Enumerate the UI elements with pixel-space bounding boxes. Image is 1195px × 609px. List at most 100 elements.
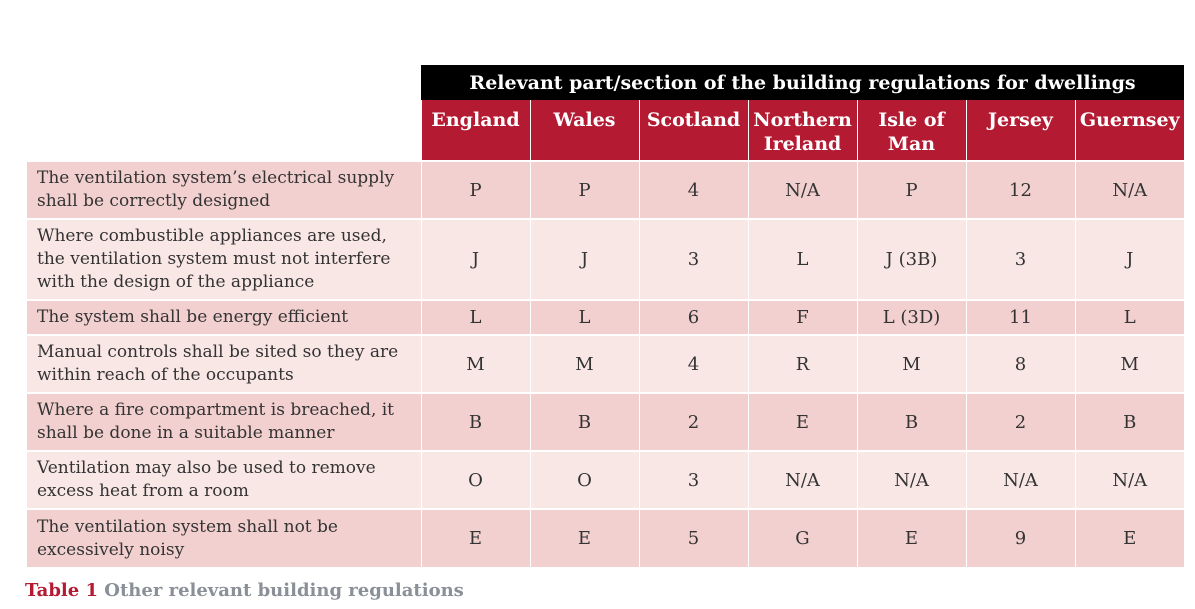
requirement-cell: Where combustible appliances are used, th… — [27, 218, 421, 300]
requirement-text: excess heat from a room — [37, 481, 249, 501]
column-header-label: England — [431, 109, 520, 131]
column-header-label: Jersey — [988, 109, 1053, 131]
requirement-text: The system shall be energy efficient — [37, 307, 349, 327]
regulation-cell: P — [529, 160, 639, 219]
regulation-cell: 2 — [965, 392, 1075, 451]
table-caption-number: Table 1 — [25, 580, 99, 601]
regulation-cell: E — [747, 392, 857, 451]
regulation-cell: 6 — [638, 299, 748, 335]
regulation-cell: R — [747, 334, 857, 393]
regulation-cell: B — [1074, 392, 1184, 451]
table-row: The ventilation system’s electrical supp… — [27, 160, 1184, 219]
regulation-cell: J — [1074, 218, 1184, 300]
requirement-cell: The system shall be energy efficient — [27, 299, 421, 335]
regulation-cell: L — [529, 299, 639, 335]
regulation-cell: G — [747, 508, 857, 567]
requirement-text: excessively noisy — [37, 539, 185, 560]
table-row: The ventilation system shall not be exces… — [27, 508, 1184, 567]
regulation-cell: J — [529, 218, 639, 300]
requirement-text: Manual controls shall be sited so they a… — [37, 342, 399, 362]
column-header-label: Isle of — [878, 109, 945, 131]
regulation-cell: M — [856, 334, 966, 393]
regulation-cell: E — [420, 508, 530, 567]
regulation-cell: M — [529, 334, 639, 393]
regulation-cell: N/A — [747, 160, 857, 219]
requirement-cell: The ventilation system’s electrical supp… — [27, 160, 421, 219]
regulation-cell: 8 — [965, 334, 1075, 393]
regulation-cell: L — [1074, 299, 1184, 335]
requirement-cell: Where a fire compartment is breached, it… — [27, 392, 421, 451]
column-header-country: Wales — [529, 100, 639, 161]
regulation-cell: P — [856, 160, 966, 219]
requirement-text: with the design of the appliance — [37, 272, 315, 292]
regulation-cell: 12 — [965, 160, 1075, 219]
regulation-cell: N/A — [1074, 160, 1184, 219]
requirement-text: the ventilation system must not interfer… — [37, 249, 391, 269]
regulation-cell: 4 — [638, 334, 748, 393]
regulation-cell: N/A — [965, 450, 1075, 509]
regulation-cell: P — [420, 160, 530, 219]
regulation-cell: J — [420, 218, 530, 300]
regulation-cell: B — [529, 392, 639, 451]
regulation-cell: N/A — [747, 450, 857, 509]
regulation-cell: J (3B) — [856, 218, 966, 300]
regulation-cell: O — [420, 450, 530, 509]
regulation-cell: N/A — [1074, 450, 1184, 509]
regulations-table: Relevant part/section of the building re… — [27, 65, 1184, 567]
regulation-cell: O — [529, 450, 639, 509]
table-row: Where combustible appliances are used, th… — [27, 218, 1184, 300]
requirement-cell: The ventilation system shall not be exces… — [27, 508, 421, 567]
regulation-cell: E — [529, 508, 639, 567]
regulation-cell: 3 — [638, 450, 748, 509]
requirement-text: within reach of the occupants — [37, 365, 294, 385]
column-header-country: Jersey — [965, 100, 1075, 161]
regulation-cell: 3 — [638, 218, 748, 300]
column-header-label: Guernsey — [1079, 109, 1180, 131]
regulation-cell: 9 — [965, 508, 1075, 567]
requirement-text: Ventilation may also be used to remove — [37, 458, 376, 478]
regulation-cell: M — [420, 334, 530, 393]
regulation-cell: L (3D) — [856, 299, 966, 335]
regulation-cell: B — [420, 392, 530, 451]
requirement-text: Where a fire compartment is breached, it — [37, 400, 395, 420]
column-header-label: Northern — [753, 109, 852, 131]
regulation-cell: L — [747, 218, 857, 300]
column-header-label: Scotland — [646, 109, 741, 131]
regulation-cell: 5 — [638, 508, 748, 567]
requirement-cell: Manual controls shall be sited so they a… — [27, 334, 421, 393]
regulation-cell: B — [856, 392, 966, 451]
table-row: The system shall be energy efficient L L 6 F… — [27, 299, 1184, 335]
table-caption: Table 1 Other relevant building regulati… — [25, 580, 464, 601]
column-header-country: England — [420, 100, 530, 161]
table-row: Ventilation may also be used to remove ex… — [27, 450, 1184, 509]
regulation-cell: 2 — [638, 392, 748, 451]
regulation-cell: 11 — [965, 299, 1075, 335]
regulation-cell: L — [420, 299, 530, 335]
requirement-text: shall be correctly designed — [37, 191, 271, 211]
regulation-cell: E — [856, 508, 966, 567]
table-row: Where a fire compartment is breached, it… — [27, 392, 1184, 451]
column-header-country: Northern Ireland — [747, 100, 857, 161]
column-header-country: Isle of Man — [856, 100, 966, 161]
column-header-label: Man — [887, 133, 936, 155]
regulation-cell: E — [1074, 508, 1184, 567]
column-header-label: Ireland — [763, 133, 842, 155]
column-header-country: Guernsey — [1074, 100, 1184, 161]
requirement-text: The ventilation system’s electrical supp… — [37, 168, 395, 188]
table-caption-text: Other relevant building regulations — [104, 580, 464, 601]
regulation-cell: N/A — [856, 450, 966, 509]
requirement-text: The ventilation system shall not be — [37, 516, 338, 537]
table-row: Manual controls shall be sited so they a… — [27, 334, 1184, 393]
column-header-label: Wales — [553, 109, 616, 131]
requirement-cell: Ventilation may also be used to remove ex… — [27, 450, 421, 509]
regulation-cell: 3 — [965, 218, 1075, 300]
column-header-country: Scotland — [638, 100, 748, 161]
requirement-text: shall be done in a suitable manner — [37, 423, 335, 443]
table-banner-heading: Relevant part/section of the building re… — [421, 65, 1184, 100]
table-corner-blank — [27, 65, 421, 100]
regulation-cell: 4 — [638, 160, 748, 219]
table-corner-blank — [27, 100, 421, 161]
requirement-text: Where combustible appliances are used, — [37, 226, 387, 246]
regulation-cell: F — [747, 299, 857, 335]
regulation-cell: M — [1074, 334, 1184, 393]
